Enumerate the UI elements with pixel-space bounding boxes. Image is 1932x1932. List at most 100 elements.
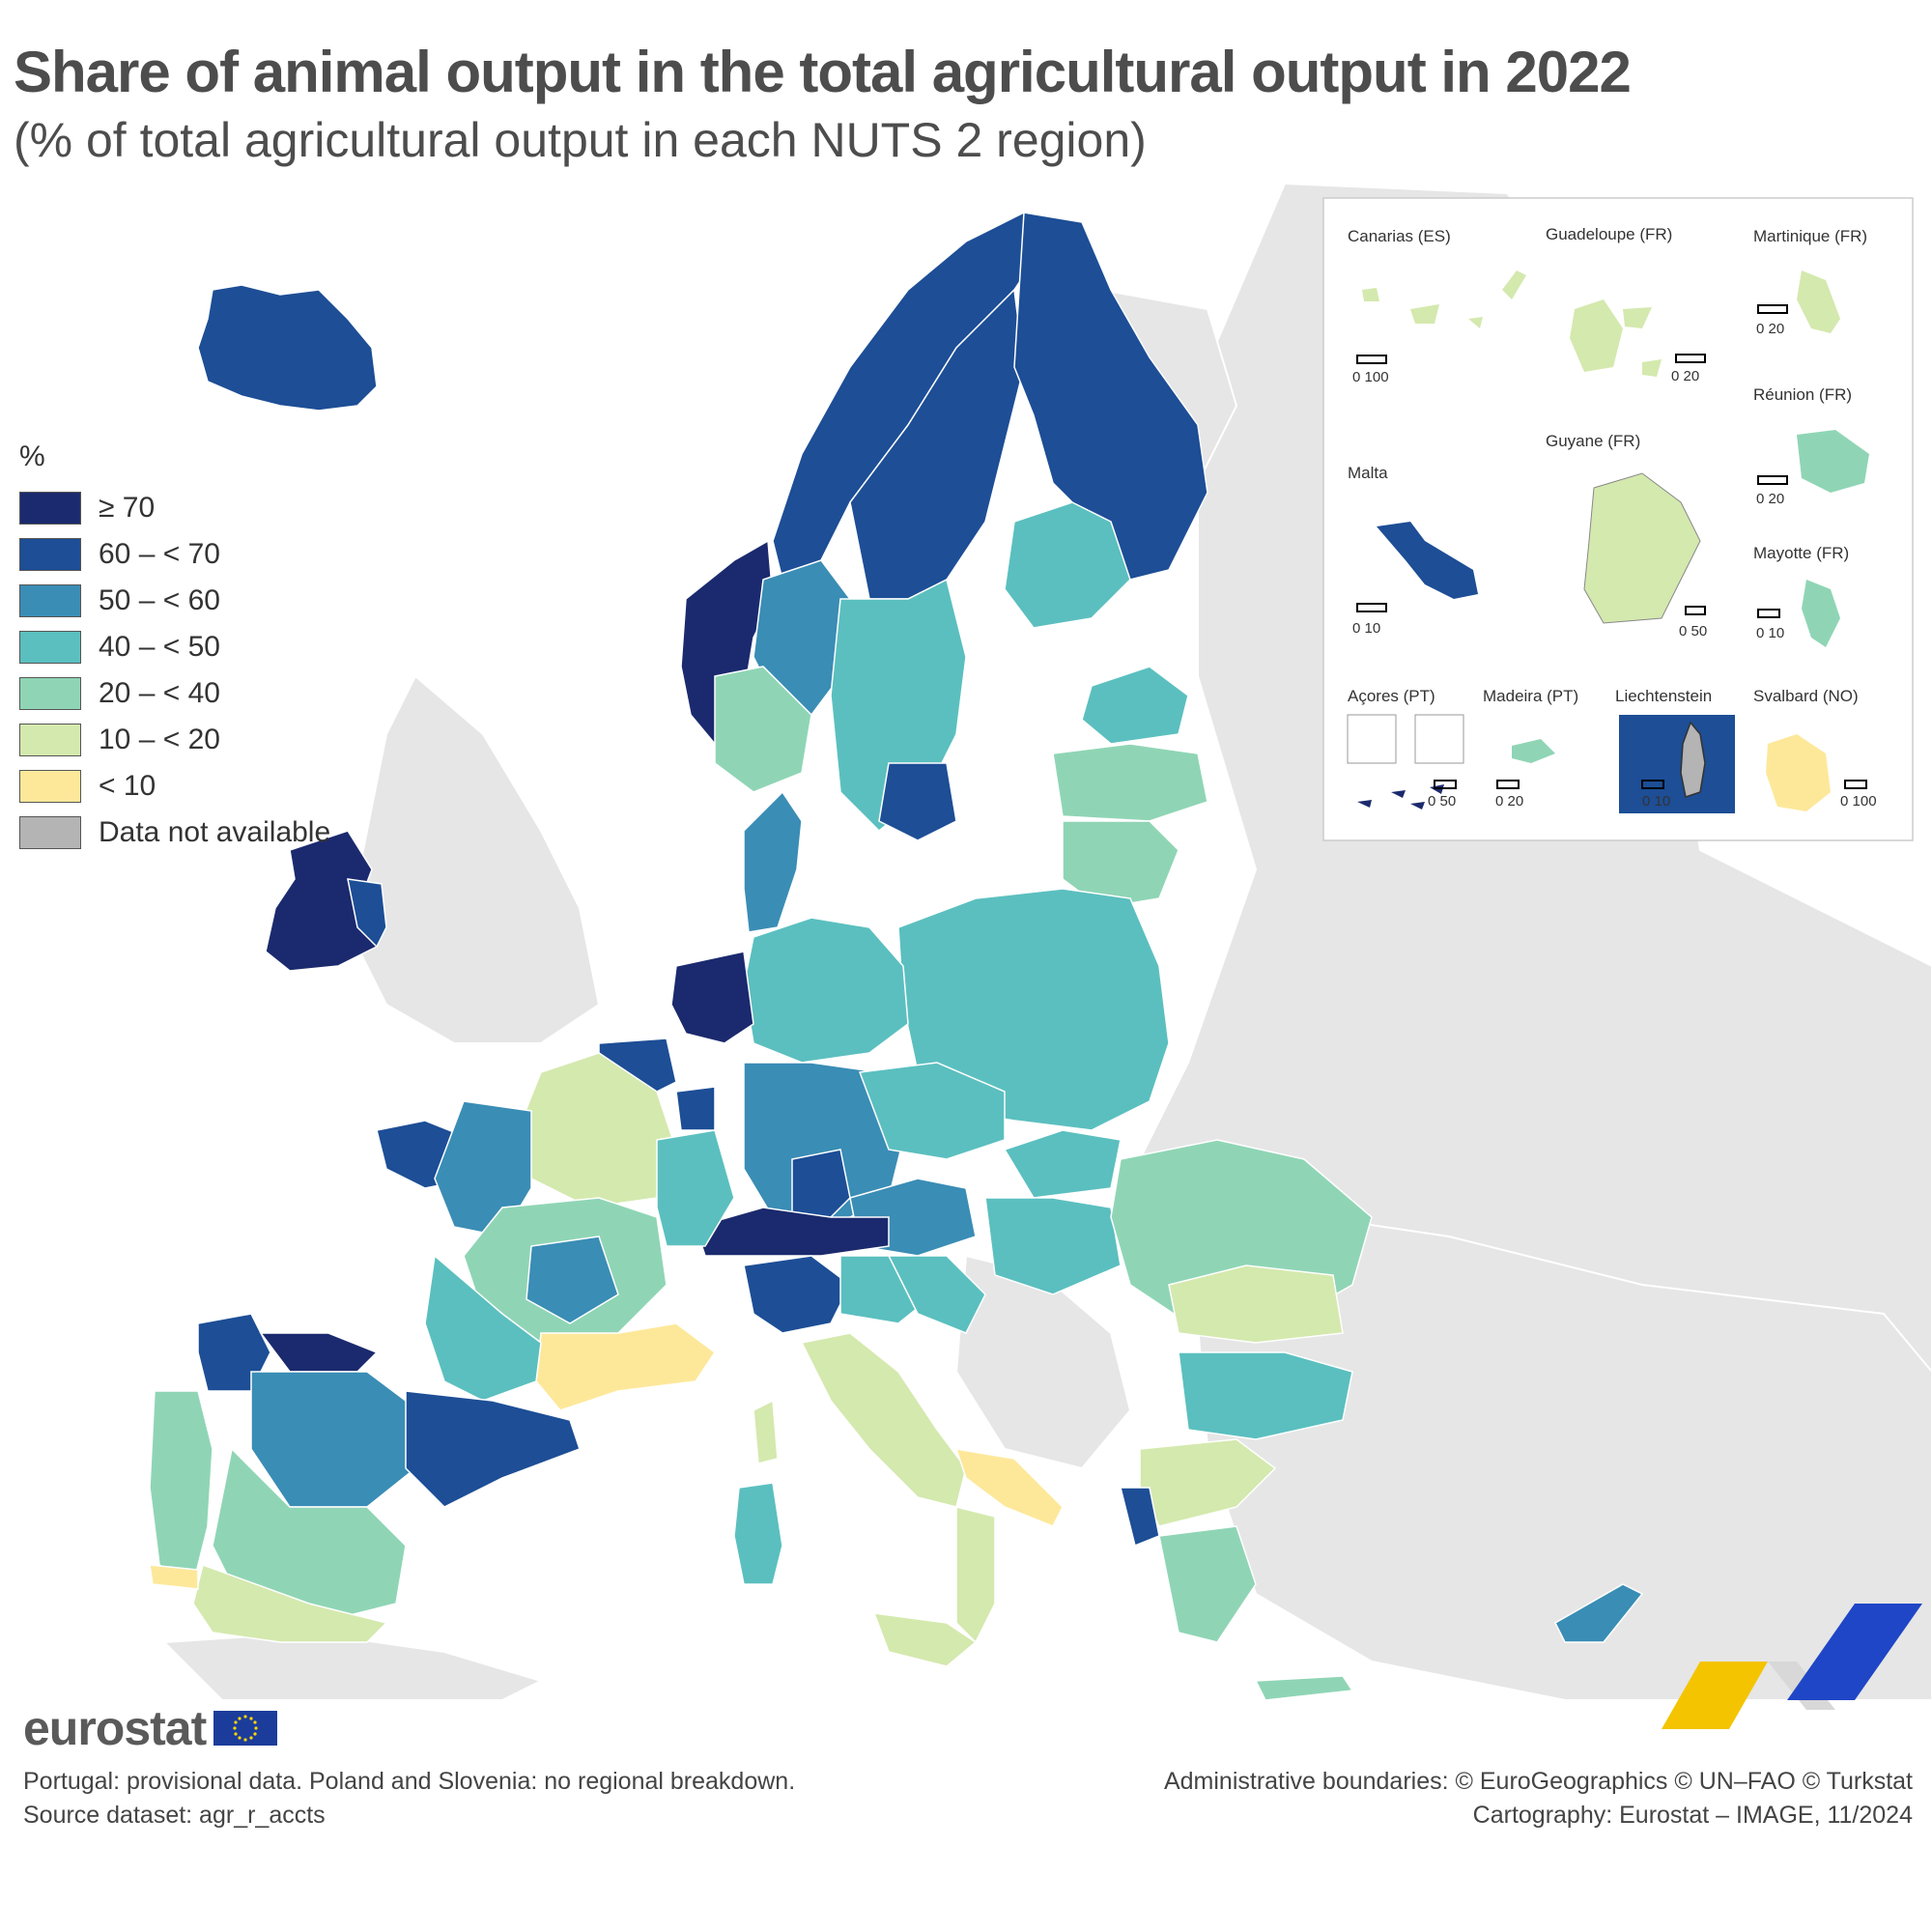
inset-martinique: Martinique (FR) 0 20 (1753, 227, 1867, 337)
region-france-east (656, 1129, 735, 1247)
svg-text:0 10: 0 10 (1642, 793, 1670, 810)
svg-text:0 20: 0 20 (1671, 368, 1699, 384)
region-spain-centre (212, 1447, 407, 1624)
legend-swatch (19, 770, 81, 803)
inset-guyane: Guyane (FR) 0 50 (1546, 432, 1707, 639)
region-sweden-south (714, 666, 812, 793)
region-germany-north (743, 917, 909, 1064)
svg-text:Malta: Malta (1348, 464, 1388, 482)
svg-text:0 20: 0 20 (1756, 491, 1784, 507)
region-ireland-east (347, 878, 387, 949)
region-slovenia-croatia (887, 1255, 986, 1334)
region-italy-south (955, 1506, 996, 1644)
legend-label: 50 – < 60 (99, 584, 220, 616)
region-germany-bavaria (791, 1149, 851, 1228)
region-sweden-east (878, 762, 957, 841)
svg-text:Canarias (ES): Canarias (ES) (1348, 227, 1451, 245)
region-bulgaria (1178, 1351, 1353, 1440)
legend-swatch (19, 584, 81, 617)
region-romania-south (1168, 1264, 1344, 1344)
legend-item: Data not available (19, 810, 330, 856)
svg-text:0 10: 0 10 (1756, 625, 1784, 641)
region-corsica (753, 1399, 779, 1464)
inset-liechtenstein: Liechtenstein 0 10 (1615, 687, 1735, 813)
legend-label: 60 – < 70 (99, 538, 220, 570)
legend-label: < 10 (99, 770, 156, 802)
legend-item: 60 – < 70 (19, 531, 330, 578)
legend-label: ≥ 70 (99, 492, 156, 524)
region-sardinia (733, 1482, 783, 1585)
region-denmark (743, 790, 803, 933)
svg-text:0 10: 0 10 (1352, 620, 1380, 637)
svg-text:0 20: 0 20 (1756, 321, 1784, 337)
svg-text:0 50: 0 50 (1679, 623, 1707, 639)
svg-text:Liechtenstein: Liechtenstein (1615, 687, 1712, 705)
region-france-south (535, 1322, 717, 1411)
svg-text:0 100: 0 100 (1840, 793, 1877, 810)
svg-text:Mayotte (FR): Mayotte (FR) (1753, 544, 1849, 562)
legend-swatch (19, 677, 81, 710)
eurostat-logo: eurostat (23, 1700, 278, 1756)
decorative-stripes (1662, 1604, 1922, 1729)
legend-item: 50 – < 60 (19, 578, 330, 624)
inset-madeira: Madeira (PT) 0 20 (1483, 687, 1578, 810)
legend-swatch (19, 492, 81, 525)
region-spain-cantabria (259, 1332, 379, 1373)
legend-unit: % (19, 440, 45, 472)
map-subtitle: (% of total agricultural output in each … (14, 113, 1147, 167)
region-italy-centre (800, 1332, 967, 1508)
region-crete (1254, 1675, 1354, 1701)
region-alps (695, 1207, 890, 1257)
region-france-southwest (424, 1254, 542, 1402)
svg-text:0 20: 0 20 (1495, 793, 1523, 810)
inset-guadeloupe: Guadeloupe (FR) 0 20 (1546, 225, 1706, 384)
svg-text:Réunion (FR): Réunion (FR) (1753, 385, 1852, 404)
legend-label: 10 – < 20 (99, 724, 220, 755)
svg-text:Guadeloupe (FR): Guadeloupe (FR) (1546, 225, 1672, 243)
region-sicily (872, 1612, 978, 1667)
inset-acores: Açores (PT) 0 50 (1347, 687, 1464, 810)
legend: % ≥ 70 60 – < 70 50 – < 60 40 – < 50 20 … (19, 440, 330, 856)
legend-label: 40 – < 50 (99, 631, 220, 663)
region-cyprus (1554, 1583, 1644, 1643)
legend-swatch (19, 816, 81, 849)
region-ireland-west (265, 830, 379, 972)
map-title: Share of animal output in the total agri… (14, 40, 1632, 104)
region-france-massif (526, 1236, 619, 1324)
eu-flag-icon (213, 1711, 278, 1746)
region-greece-south (1158, 1525, 1257, 1643)
footnote-source: Source dataset: agr_r_accts (23, 1802, 326, 1829)
legend-item: ≥ 70 (19, 485, 330, 531)
legend-item: < 10 (19, 763, 330, 810)
legend-swatch (19, 538, 81, 571)
region-norway-south (753, 559, 851, 716)
region-finland-north (1013, 212, 1208, 581)
legend-swatch (19, 631, 81, 664)
legend-label: Data not available (99, 816, 331, 848)
region-latvia (1052, 743, 1208, 822)
legend-item: 20 – < 40 (19, 670, 330, 717)
region-netherlands (670, 951, 754, 1044)
region-iceland (197, 284, 378, 412)
region-hungary (984, 1197, 1122, 1295)
svg-text:Guyane (FR): Guyane (FR) (1546, 432, 1640, 450)
region-slovakia (1003, 1129, 1122, 1199)
footnote-provisional: Portugal: provisional data. Poland and S… (23, 1768, 796, 1795)
inset-panel: Canarias (ES) 0 100 Guadeloupe (FR) 0 20… (1322, 197, 1914, 841)
credit-cartography: Cartography: Eurostat – IMAGE, 11/2024 (1472, 1802, 1913, 1829)
region-italy-north (743, 1255, 851, 1334)
svg-text:Svalbard (NO): Svalbard (NO) (1753, 687, 1859, 705)
inset-reunion: Réunion (FR) 0 20 (1753, 385, 1869, 507)
region-portugal-algarve (149, 1564, 199, 1590)
inset-canarias: Canarias (ES) 0 100 (1348, 227, 1526, 385)
legend-item: 40 – < 50 (19, 624, 330, 670)
region-spain-catalonia (405, 1390, 581, 1508)
region-italy-puglia (954, 1448, 1064, 1527)
legend-item: 10 – < 20 (19, 717, 330, 763)
region-finland-south (1004, 501, 1131, 629)
region-luxembourg (675, 1086, 716, 1131)
svg-text:Martinique (FR): Martinique (FR) (1753, 227, 1867, 245)
region-czechia (858, 1062, 1006, 1160)
logo-wordmark: eurostat (23, 1701, 207, 1755)
